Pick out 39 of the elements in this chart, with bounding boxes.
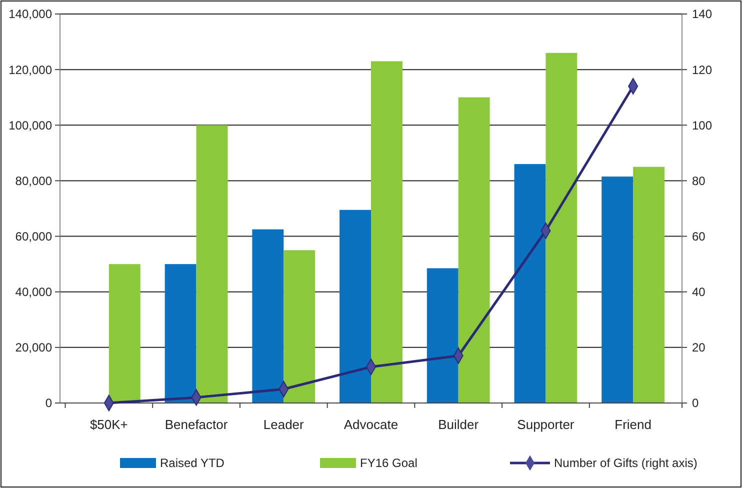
bar <box>164 264 196 403</box>
y-tick-label: 40,000 <box>15 285 52 300</box>
bar <box>458 97 490 403</box>
bar <box>108 264 140 403</box>
y2-tick-label: 80 <box>692 174 706 188</box>
y2-tick-label: 120 <box>692 62 712 77</box>
y-tick-label: 140,000 <box>8 7 52 22</box>
x-tick-label: Benefactor <box>164 417 228 432</box>
legend-label: Raised YTD <box>160 456 225 470</box>
x-tick-label: Advocate <box>344 417 398 432</box>
bar <box>252 229 284 403</box>
x-tick-label: Leader <box>263 417 305 432</box>
x-tick-label: $50K+ <box>90 417 128 432</box>
y-tick-label: 80,000 <box>15 174 52 188</box>
y-tick-label: 100,000 <box>8 118 52 132</box>
x-tick-label: Friend <box>614 417 652 432</box>
x-tick-label: Builder <box>438 417 480 432</box>
x-tick-label: Supporter <box>517 417 575 432</box>
bar <box>546 52 578 403</box>
y-tick-label: 20,000 <box>15 340 52 355</box>
y2-tick-label: 40 <box>692 285 706 300</box>
y-tick-label: 60,000 <box>15 229 52 244</box>
bar <box>196 125 228 403</box>
bar <box>340 210 371 403</box>
bar <box>426 268 458 403</box>
y2-tick-label: 100 <box>692 118 712 132</box>
bar <box>371 61 402 403</box>
y2-tick-label: 0 <box>692 396 699 410</box>
legend-label: Number of Gifts (right axis) <box>554 456 698 470</box>
y2-tick-label: 20 <box>692 340 706 355</box>
bar <box>284 250 316 403</box>
bar <box>514 164 546 403</box>
y2-tick-label: 60 <box>692 229 706 244</box>
legend-label: FY16 Goal <box>360 456 418 470</box>
y-tick-label: 120,000 <box>8 62 52 77</box>
bar <box>633 166 665 403</box>
bar <box>602 176 634 403</box>
y2-tick-label: 140 <box>692 7 712 22</box>
y-tick-label: 0 <box>45 396 52 410</box>
